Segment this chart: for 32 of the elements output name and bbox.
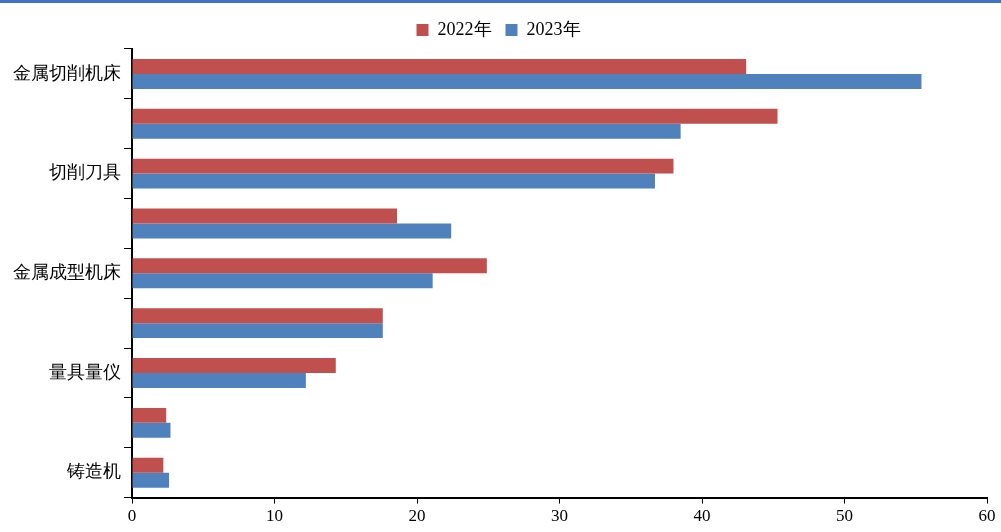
x-tick-label: 20 [408, 506, 426, 526]
bar [132, 457, 164, 473]
y-tick-label: 铸造机 [66, 461, 121, 482]
bar [132, 372, 306, 388]
legend-label: 2022年 [437, 18, 492, 39]
y-tick-label: 金属成型机床 [13, 262, 121, 283]
x-tick-label: 50 [836, 506, 853, 526]
bar [132, 58, 747, 74]
bar [132, 158, 674, 174]
bar [132, 173, 655, 189]
x-tick-label: 0 [127, 506, 137, 526]
y-tick-label: 量具量仪 [49, 361, 121, 382]
x-tick-label: 30 [551, 506, 568, 526]
x-tick-label: 40 [693, 506, 711, 526]
bar [132, 472, 170, 488]
bar [132, 108, 778, 124]
bar [132, 323, 383, 339]
y-tick-label: 切削刀具 [49, 162, 121, 183]
y-tick-label: 金属切削机床 [13, 62, 121, 83]
bar [132, 223, 452, 239]
bar [132, 308, 383, 324]
x-tick-label: 60 [978, 506, 996, 526]
bar [132, 73, 922, 89]
legend-label: 2023年 [526, 18, 581, 39]
x-tick-label: 10 [266, 506, 283, 526]
bar [132, 358, 336, 373]
bar [132, 422, 171, 438]
bar [132, 258, 487, 274]
bar [132, 407, 167, 423]
bar [132, 273, 433, 289]
bar [132, 208, 398, 224]
bar [132, 123, 681, 139]
